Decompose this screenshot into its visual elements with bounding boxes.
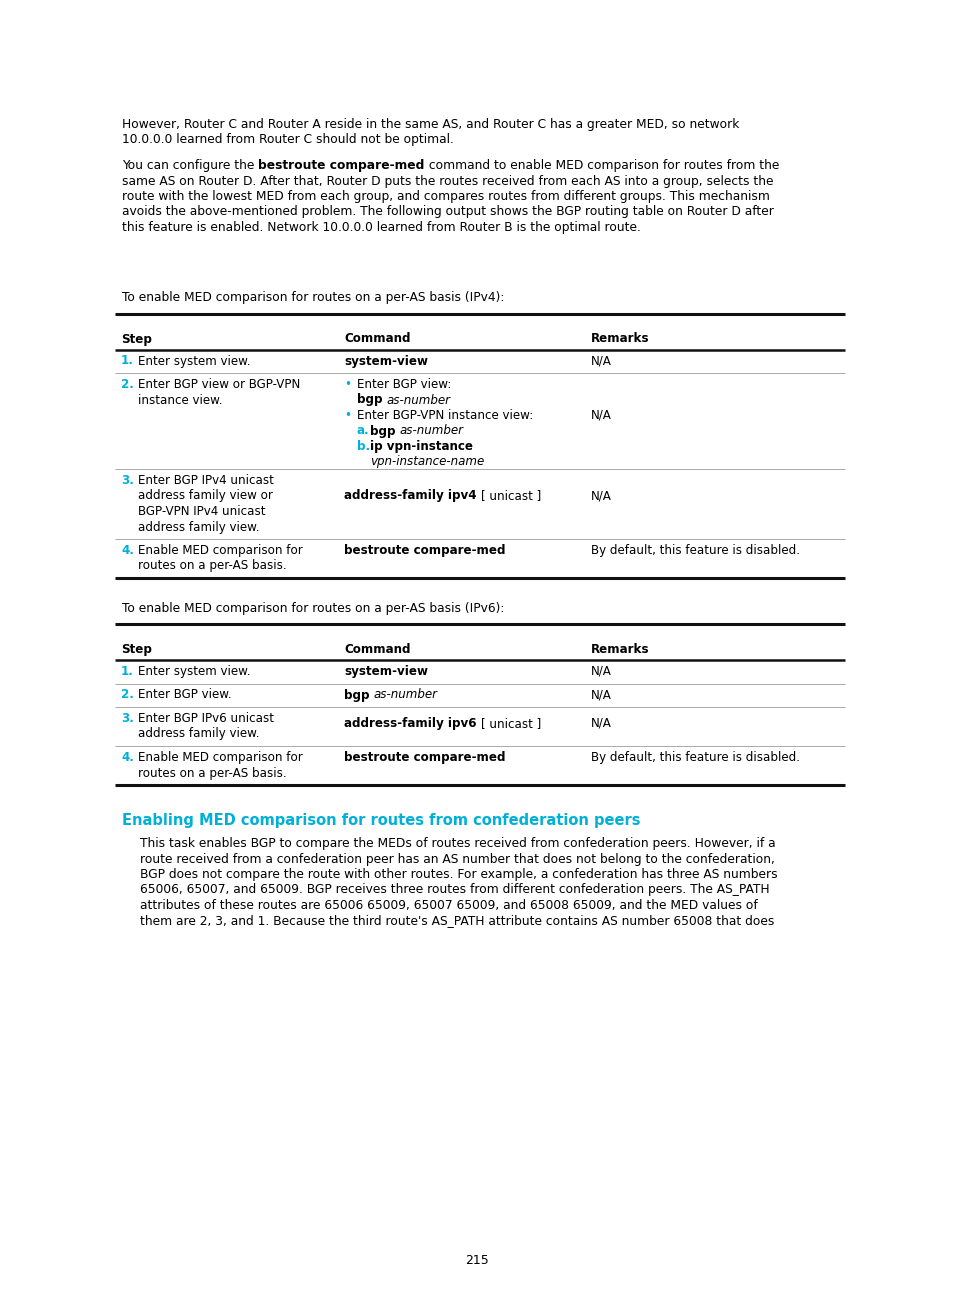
Text: address family view.: address family view.	[138, 521, 259, 534]
Text: route with the lowest MED from each group, and compares routes from different gr: route with the lowest MED from each grou…	[122, 191, 769, 203]
Text: By default, this feature is disabled.: By default, this feature is disabled.	[590, 750, 800, 765]
Text: address family view or: address family view or	[138, 490, 273, 503]
Text: BGP does not compare the route with other routes. For example, a confederation h: BGP does not compare the route with othe…	[140, 868, 777, 881]
Text: system-view: system-view	[344, 355, 428, 368]
Text: N/A: N/A	[590, 410, 611, 422]
Text: same AS on Router D. After that, Router D puts the routes received from each AS : same AS on Router D. After that, Router …	[122, 175, 773, 188]
Text: N/A: N/A	[590, 717, 611, 730]
Text: 215: 215	[465, 1255, 488, 1267]
Text: Enter BGP IPv4 unicast: Enter BGP IPv4 unicast	[138, 474, 274, 487]
Text: Enable MED comparison for: Enable MED comparison for	[138, 544, 302, 557]
Text: bgp: bgp	[370, 425, 399, 438]
Text: 65006, 65007, and 65009. BGP receives three routes from different confederation : 65006, 65007, and 65009. BGP receives th…	[140, 884, 769, 897]
Text: attributes of these routes are 65006 65009, 65007 65009, and 65008 65009, and th: attributes of these routes are 65006 650…	[140, 899, 757, 912]
Text: 4.: 4.	[121, 750, 133, 765]
Text: Step: Step	[121, 643, 152, 656]
Text: address-family ipv4: address-family ipv4	[344, 490, 480, 503]
Text: [ unicast ]: [ unicast ]	[480, 717, 540, 730]
Text: 4.: 4.	[121, 544, 133, 557]
Text: Enabling MED comparison for routes from confederation peers: Enabling MED comparison for routes from …	[122, 813, 639, 828]
Text: Enter BGP view or BGP-VPN: Enter BGP view or BGP-VPN	[138, 378, 300, 391]
Text: this feature is enabled. Network 10.0.0.0 learned from Router B is the optimal r: this feature is enabled. Network 10.0.0.…	[122, 222, 640, 235]
Text: This task enables BGP to compare the MEDs of routes received from confederation : This task enables BGP to compare the MED…	[140, 837, 775, 850]
Text: To enable MED comparison for routes on a per-AS basis (IPv4):: To enable MED comparison for routes on a…	[122, 292, 504, 305]
Text: as-number: as-number	[386, 394, 450, 407]
Text: route received from a confederation peer has an AS number that does not belong t: route received from a confederation peer…	[140, 853, 774, 866]
Text: To enable MED comparison for routes on a per-AS basis (IPv6):: To enable MED comparison for routes on a…	[122, 603, 504, 616]
Text: You can configure the: You can configure the	[122, 159, 258, 172]
Text: routes on a per-AS basis.: routes on a per-AS basis.	[138, 560, 286, 573]
Text: [ unicast ]: [ unicast ]	[480, 490, 540, 503]
Text: By default, this feature is disabled.: By default, this feature is disabled.	[590, 544, 800, 557]
Text: a.: a.	[356, 425, 369, 438]
Text: •: •	[344, 378, 351, 391]
Text: N/A: N/A	[590, 665, 611, 678]
Text: them are 2, 3, and 1. Because the third route's AS_PATH attribute contains AS nu: them are 2, 3, and 1. Because the third …	[140, 915, 774, 928]
Text: bestroute compare-med: bestroute compare-med	[344, 544, 505, 557]
Text: Enter BGP view:: Enter BGP view:	[356, 378, 451, 391]
Text: N/A: N/A	[590, 688, 611, 701]
Text: 1.: 1.	[121, 665, 133, 678]
Text: ip vpn-instance: ip vpn-instance	[370, 441, 473, 454]
Text: 3.: 3.	[121, 712, 133, 724]
Text: Enter system view.: Enter system view.	[138, 355, 251, 368]
Text: Enter system view.: Enter system view.	[138, 665, 251, 678]
Text: vpn-instance-name: vpn-instance-name	[370, 455, 484, 468]
Text: BGP-VPN IPv4 unicast: BGP-VPN IPv4 unicast	[138, 505, 265, 518]
Text: b.: b.	[356, 441, 370, 454]
Text: avoids the above-mentioned problem. The following output shows the BGP routing t: avoids the above-mentioned problem. The …	[122, 206, 773, 219]
Text: bgp: bgp	[344, 688, 374, 701]
Text: system-view: system-view	[344, 665, 428, 678]
Text: instance view.: instance view.	[138, 394, 222, 407]
Text: bestroute compare-med: bestroute compare-med	[344, 750, 505, 765]
Text: Remarks: Remarks	[590, 643, 649, 656]
Text: 2.: 2.	[121, 378, 133, 391]
Text: as-number: as-number	[399, 425, 463, 438]
Text: •: •	[344, 410, 351, 422]
Text: N/A: N/A	[590, 355, 611, 368]
Text: N/A: N/A	[590, 490, 611, 503]
Text: 3.: 3.	[121, 474, 133, 487]
Text: address-family ipv6: address-family ipv6	[344, 717, 480, 730]
Text: Enter BGP view.: Enter BGP view.	[138, 688, 232, 701]
Text: routes on a per-AS basis.: routes on a per-AS basis.	[138, 766, 286, 779]
Text: Enable MED comparison for: Enable MED comparison for	[138, 750, 302, 765]
Text: Remarks: Remarks	[590, 333, 649, 346]
Text: However, Router C and Router A reside in the same AS, and Router C has a greater: However, Router C and Router A reside in…	[122, 118, 739, 131]
Text: command to enable MED comparison for routes from the: command to enable MED comparison for rou…	[424, 159, 779, 172]
Text: Enter BGP IPv6 unicast: Enter BGP IPv6 unicast	[138, 712, 274, 724]
Text: Command: Command	[344, 333, 410, 346]
Text: 1.: 1.	[121, 355, 133, 368]
Text: bestroute compare-med: bestroute compare-med	[258, 159, 424, 172]
Text: as-number: as-number	[374, 688, 437, 701]
Text: 10.0.0.0 learned from Router C should not be optimal.: 10.0.0.0 learned from Router C should no…	[122, 133, 454, 146]
Text: Command: Command	[344, 643, 410, 656]
Text: bgp: bgp	[356, 394, 386, 407]
Text: address family view.: address family view.	[138, 727, 259, 740]
Text: Step: Step	[121, 333, 152, 346]
Text: Enter BGP-VPN instance view:: Enter BGP-VPN instance view:	[356, 410, 533, 422]
Text: 2.: 2.	[121, 688, 133, 701]
